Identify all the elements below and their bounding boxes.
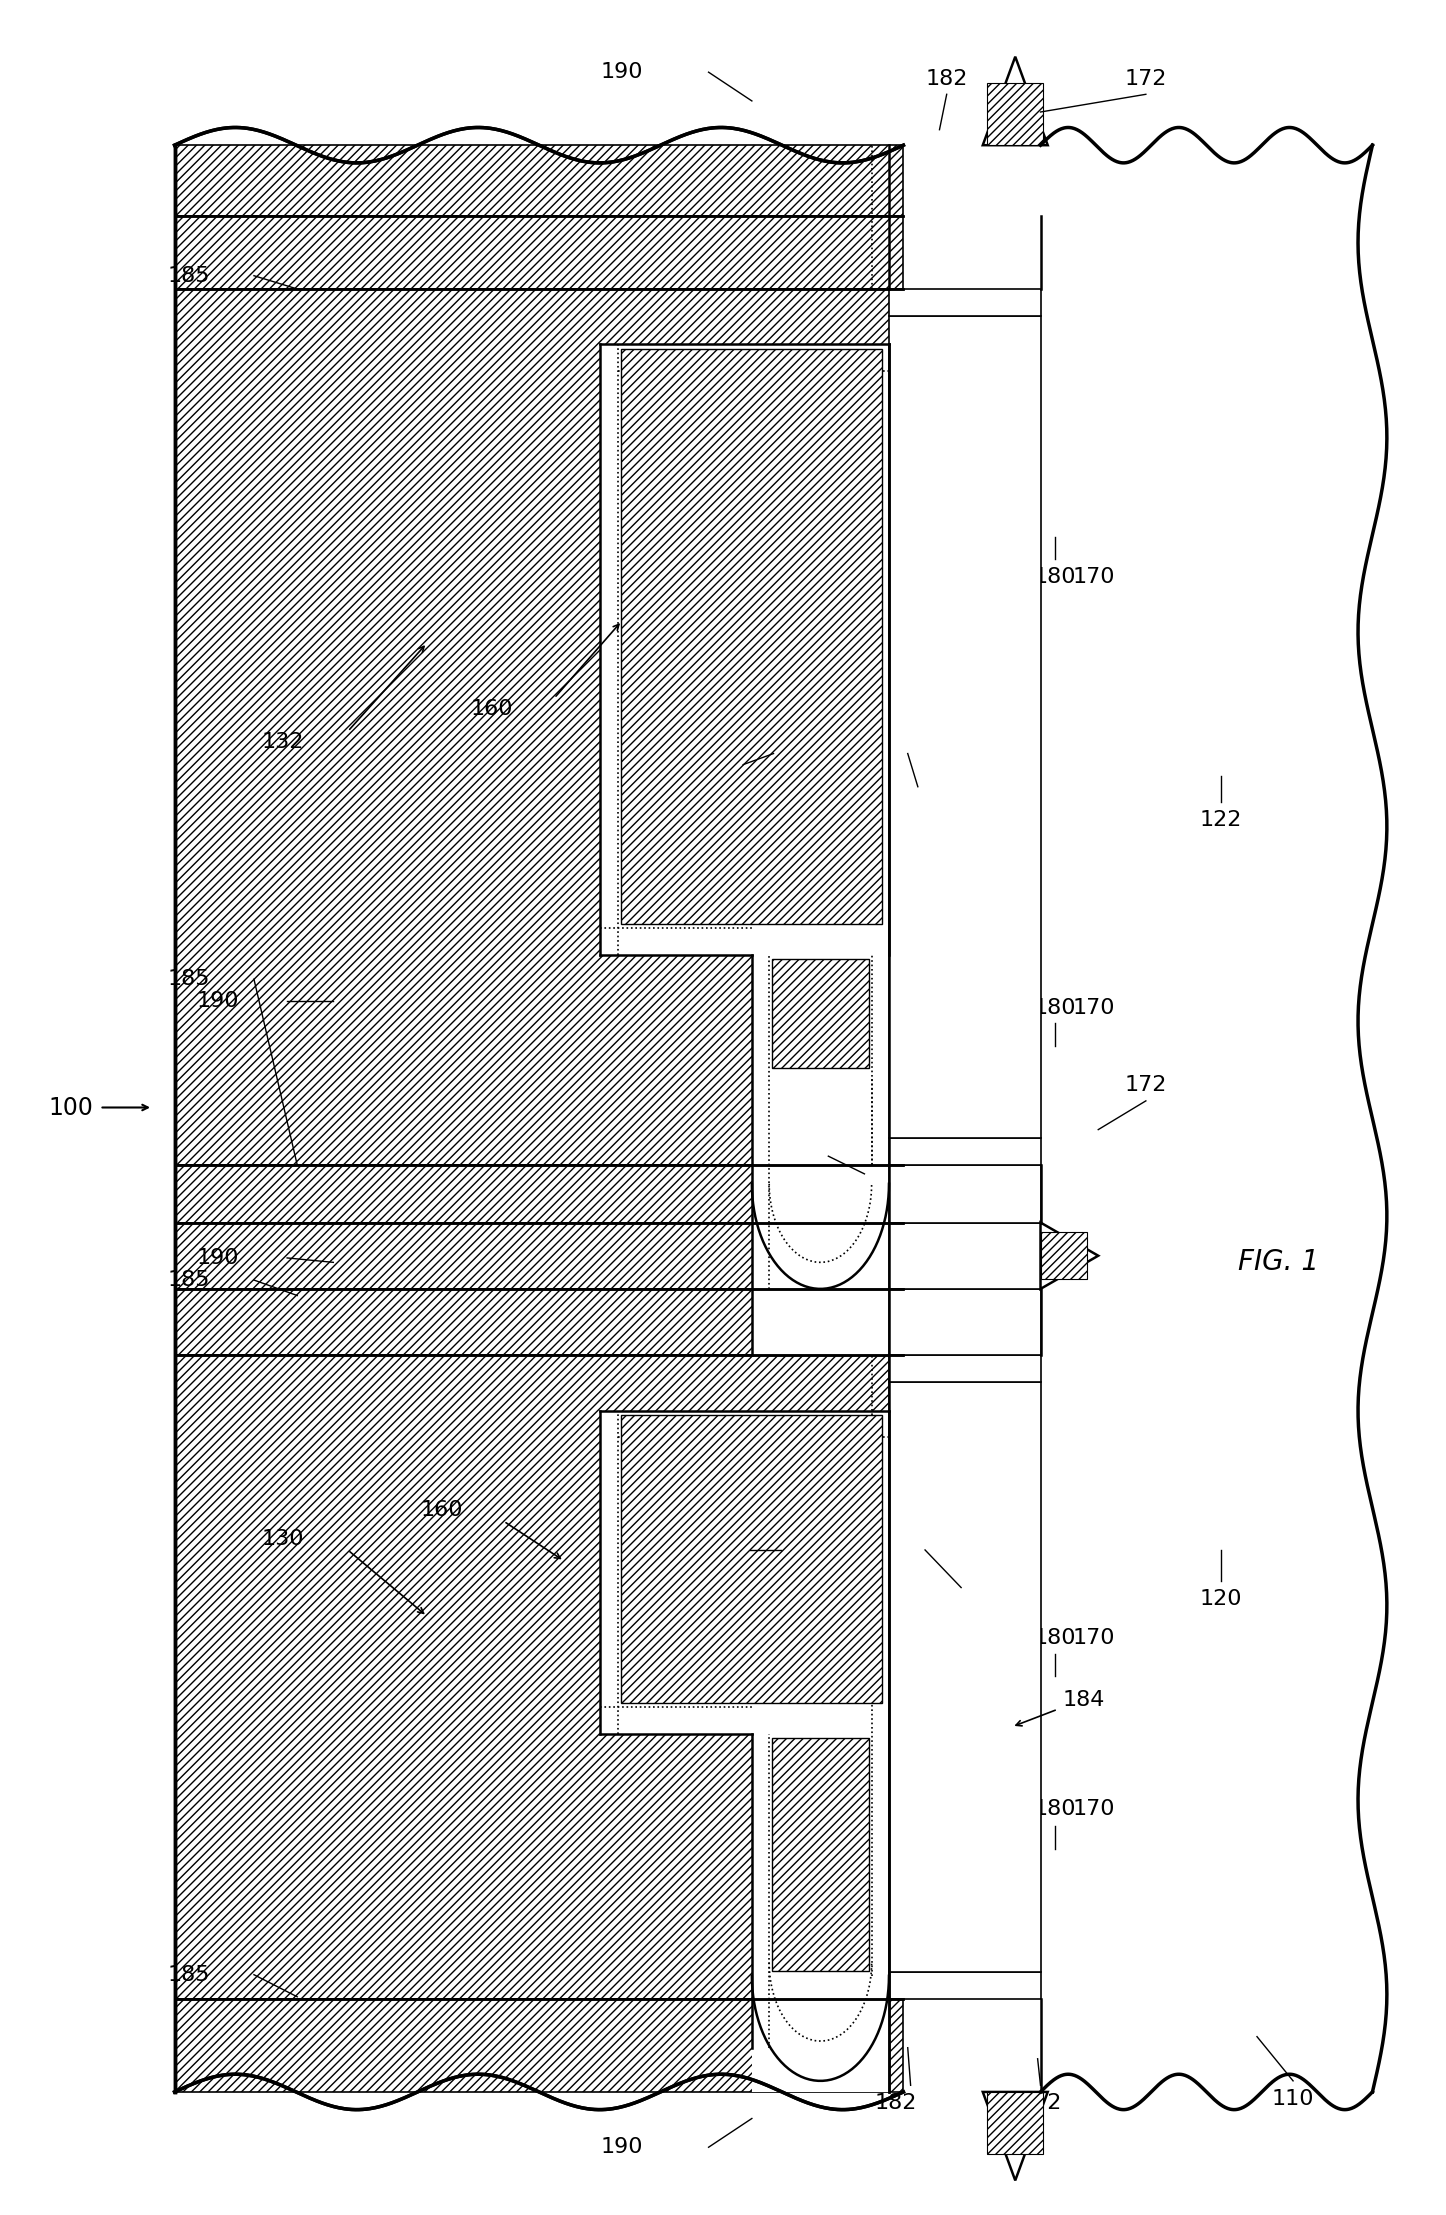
Bar	[889, 1974, 1041, 1998]
Text: 180: 180	[1034, 1799, 1076, 1819]
Bar	[889, 1139, 1041, 1165]
Text: 170: 170	[1073, 999, 1115, 1019]
Text: 190: 190	[197, 1247, 239, 1267]
Bar	[620, 348, 882, 924]
Text: 130: 130	[262, 1528, 304, 1548]
Text: 172: 172	[1019, 2093, 1061, 2113]
Bar	[175, 217, 904, 288]
Bar	[889, 1223, 1041, 1289]
Text: 172: 172	[1125, 69, 1167, 89]
Text: 182: 182	[875, 2093, 917, 2113]
Bar	[889, 1289, 1041, 1356]
Text: 185: 185	[168, 1965, 210, 1985]
Text: 182: 182	[752, 1145, 795, 1165]
Text: 184: 184	[1063, 1690, 1105, 1710]
Text: 150: 150	[665, 755, 709, 775]
Text: 180: 180	[1034, 999, 1076, 1019]
Bar	[752, 1165, 889, 1356]
Bar	[175, 1356, 904, 1998]
Bar	[600, 343, 889, 955]
Bar	[772, 959, 869, 1068]
Bar	[175, 1223, 904, 1289]
Bar	[175, 1289, 904, 1356]
Text: 170: 170	[1073, 567, 1115, 587]
Polygon shape	[983, 2091, 1048, 2180]
Text: 110: 110	[1272, 2089, 1314, 2109]
Text: 160: 160	[421, 1500, 463, 1519]
Bar	[620, 1415, 882, 1703]
Bar	[600, 1411, 889, 1734]
Text: 180: 180	[1034, 567, 1076, 587]
Polygon shape	[1041, 128, 1387, 2109]
Text: FIG. 1: FIG. 1	[1238, 1249, 1319, 1276]
Polygon shape	[983, 58, 1048, 146]
Text: 190: 190	[197, 992, 239, 1012]
Bar	[889, 1165, 1041, 1223]
Text: 170: 170	[1073, 1799, 1115, 1819]
Text: 170: 170	[1073, 1628, 1115, 1648]
Text: 132: 132	[262, 733, 304, 753]
Text: 140: 140	[940, 1595, 982, 1615]
Bar	[988, 84, 1044, 146]
Bar	[889, 288, 1041, 315]
Text: 185: 185	[168, 1269, 210, 1289]
Text: 140: 140	[897, 793, 938, 813]
Text: 190: 190	[600, 62, 643, 82]
Text: 150: 150	[672, 1539, 716, 1559]
Bar	[1041, 1232, 1087, 1278]
Bar	[175, 288, 904, 1165]
Text: 172: 172	[1125, 1074, 1167, 1096]
Text: 120: 120	[1200, 1588, 1242, 1608]
Bar	[889, 1382, 1041, 1974]
Bar	[752, 955, 889, 1356]
Bar	[988, 2091, 1044, 2153]
Text: 122: 122	[1200, 811, 1242, 831]
Text: 180: 180	[1034, 1628, 1076, 1648]
Bar	[752, 1734, 889, 2091]
Text: 100: 100	[48, 1096, 93, 1119]
Polygon shape	[1041, 1223, 1099, 1289]
Bar	[175, 146, 904, 217]
Bar	[889, 315, 1041, 1139]
Text: 182: 182	[925, 69, 967, 89]
Text: 185: 185	[168, 266, 210, 286]
Bar	[772, 1739, 869, 1971]
Bar	[175, 1998, 904, 2091]
Text: 190: 190	[600, 2137, 643, 2157]
Text: 160: 160	[471, 700, 513, 720]
Bar	[175, 1165, 904, 1223]
Bar	[889, 1356, 1041, 1382]
Text: 185: 185	[168, 970, 210, 990]
